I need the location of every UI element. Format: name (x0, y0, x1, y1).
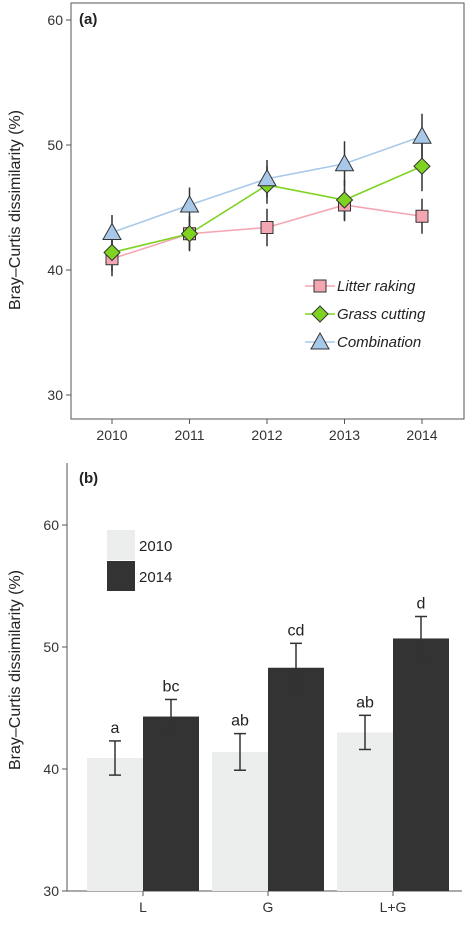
chart-b-bar (337, 732, 393, 891)
chart-a-x-tick-label: 2014 (406, 427, 437, 443)
chart-b-bar-plot: Bray–Curtis dissimilarity (%) (b) 30 40 50… (7, 463, 462, 915)
chart-a-x-tick-label: 2010 (96, 427, 127, 443)
chart-a-legend-label: Combination (337, 334, 421, 351)
chart-a-legend-marker (313, 279, 327, 293)
chart-b-legend-label: 2010 (139, 538, 172, 555)
chart-a-data-point (415, 209, 429, 223)
chart-a-data-point (335, 191, 354, 209)
chart-b-legend-swatch (107, 530, 135, 560)
chart-b-significance-label: a (111, 720, 120, 737)
chart-a-y-axis-label: Bray–Curtis dissimilarity (%) (7, 110, 24, 310)
chart-b-x-tick-label: L (139, 899, 147, 915)
chart-b-x-ticks: L G L+G (139, 891, 406, 915)
chart-a-x-ticks: 2010 2011 2012 2013 2014 (96, 419, 438, 443)
chart-b-y-tick-label: 30 (43, 883, 59, 899)
chart-b-significance-label: ab (231, 713, 249, 730)
chart-a-data-point (260, 221, 274, 234)
chart-b-y-axis-label: Bray–Curtis dissimilarity (%) (7, 570, 24, 770)
chart-b-panel-label: (b) (79, 470, 98, 487)
chart-b-significance-label: cd (288, 622, 305, 639)
chart-b-legend-swatch (107, 561, 135, 591)
chart-a-data-point (180, 225, 199, 243)
chart-a-panel-label: (a) (79, 11, 97, 28)
chart-a-legend-label: Grass cutting (337, 306, 426, 323)
chart-b-y-tick-label: 60 (43, 517, 59, 533)
chart-a-data-point (334, 153, 355, 172)
chart-a-data-point (103, 243, 121, 262)
chart-b-y-ticks: 30 40 50 60 (43, 517, 67, 899)
chart-a-data-point (257, 168, 277, 187)
chart-b-x-tick-label: L+G (380, 899, 407, 915)
chart-a-x-tick-label: 2012 (251, 427, 282, 443)
chart-b-bar (143, 716, 199, 891)
chart-a-y-ticks: 30 40 50 60 (47, 12, 71, 403)
chart-b-bar (393, 638, 449, 891)
chart-a-data-point (412, 126, 432, 144)
chart-b-significance-label: bc (163, 678, 180, 695)
chart-a-data-point (102, 222, 122, 240)
chart-a-x-tick-label: 2013 (329, 427, 360, 443)
chart-b-x-tick-label: G (263, 899, 274, 915)
chart-b-bar (268, 667, 324, 891)
chart-a-legend-marker (311, 305, 329, 323)
chart-a-line-plot: Bray–Curtis dissimilarity (%) (a) 30 40 50… (7, 2, 465, 443)
chart-b-legend: 2010 2014 (107, 530, 172, 591)
chart-b-plot-area: a ab ab bc cd d (66, 463, 462, 892)
chart-b-bar (212, 751, 268, 891)
chart-b-y-tick-label: 40 (43, 761, 59, 777)
chart-a-frame (70, 2, 465, 420)
chart-a-x-tick-label: 2011 (174, 427, 204, 443)
chart-b-significance-label: ab (356, 694, 374, 711)
chart-b-y-tick-label: 50 (43, 639, 59, 655)
chart-a-legend: Litter raking Grass cutting Combination (305, 278, 426, 351)
chart-b-significance-label: d (417, 596, 426, 613)
chart-a-y-tick-label: 50 (47, 137, 63, 153)
chart-a-data-point (413, 157, 431, 175)
chart-a-plot-area (70, 2, 465, 420)
chart-a-legend-label: Litter raking (337, 278, 416, 295)
chart-a-y-tick-label: 60 (47, 12, 63, 28)
chart-a-legend-marker (310, 331, 330, 350)
chart-b-bar (87, 758, 143, 891)
chart-a-y-tick-label: 40 (47, 262, 63, 278)
chart-a-y-tick-label: 30 (47, 387, 63, 403)
chart-b-legend-label: 2014 (139, 569, 172, 586)
chart-a-data-point (179, 194, 200, 213)
